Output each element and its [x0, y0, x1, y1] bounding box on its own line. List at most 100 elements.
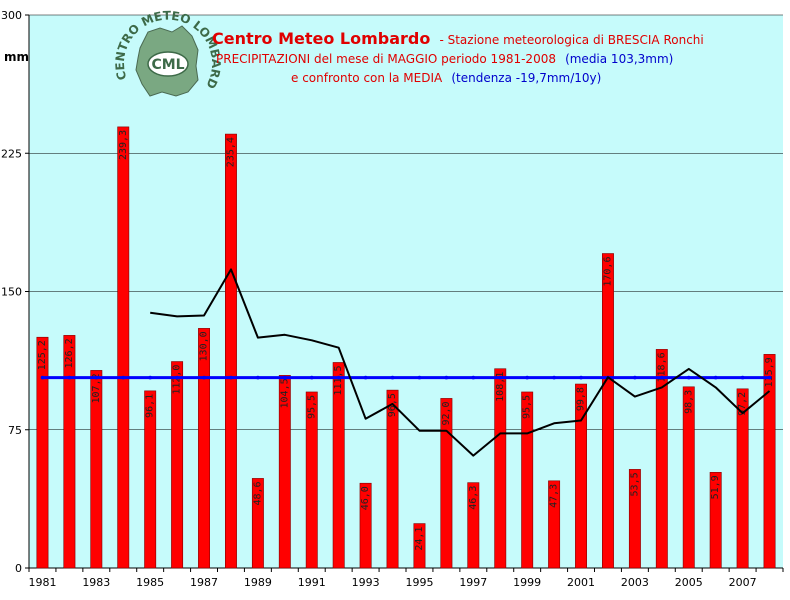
bar-data-label: 24,1 [414, 527, 425, 551]
x-tick-label: 2003 [621, 576, 649, 589]
bar-data-label: 125,2 [37, 340, 48, 370]
bar [575, 383, 587, 569]
mean-line-point [471, 375, 476, 380]
bar-data-label: 97,2 [737, 392, 748, 416]
bar [763, 354, 776, 569]
bar-data-label: 111,5 [333, 365, 344, 395]
bar [709, 472, 722, 569]
y-tick-label: 225 [1, 147, 22, 160]
mean-line-point [67, 375, 72, 380]
mean-line-point [525, 375, 529, 380]
bar [278, 375, 291, 569]
x-tick-label: 1997 [459, 576, 487, 589]
x-axis-tick-labels: 1981 1983 1985 1987 1989 1991 1993 1995 1997 1999… [28, 576, 756, 589]
bar [225, 133, 237, 569]
mean-line-point [633, 375, 637, 380]
x-tick-label: 1995 [405, 576, 433, 589]
chart-title-line2: PRECIPITAZIONI del mese di MAGGIO period… [216, 48, 673, 67]
x-tick-label: 1991 [298, 576, 326, 589]
bar [251, 478, 264, 569]
bar-data-label: 126,2 [64, 338, 75, 368]
x-tick-label: 1999 [513, 576, 541, 589]
bar [90, 370, 103, 569]
bar-data-label: 104,5 [279, 378, 290, 408]
mean-line-point [686, 375, 691, 380]
mean-line-point [498, 375, 503, 380]
mean-line-point [713, 375, 718, 380]
mean-line-point [256, 375, 260, 380]
bar [413, 523, 426, 569]
mean-line-point [552, 375, 556, 380]
y-tick-label: 75 [8, 424, 22, 437]
x-tick-label: 1993 [352, 576, 380, 589]
bar [117, 126, 130, 569]
x-tick-label: 2001 [567, 576, 595, 589]
bar [602, 253, 614, 569]
bar [171, 361, 184, 569]
bar [440, 398, 453, 569]
x-tick-label: 1981 [28, 576, 56, 589]
bar-data-label: 95,5 [306, 395, 317, 419]
y-tick-label: 0 [15, 562, 22, 575]
bar-data-label: 118,6 [656, 352, 667, 382]
y-axis-unit-label: mm [4, 50, 29, 64]
mean-line-point [175, 375, 179, 380]
bar-data-label: 170,6 [602, 257, 613, 287]
x-tick-label: 1985 [136, 576, 164, 589]
mean-line-point [336, 375, 341, 380]
y-tick-label: 150 [1, 286, 22, 299]
bar [332, 362, 345, 569]
bar [655, 349, 668, 569]
bar [521, 391, 534, 569]
bar [36, 336, 49, 569]
bar-data-label: 235,4 [225, 137, 236, 167]
mean-line-point [309, 375, 314, 380]
mean-line-point [94, 375, 99, 380]
x-tick-label: 1987 [190, 576, 218, 589]
bar [305, 391, 318, 569]
y-tick-label: 300 [1, 9, 22, 22]
mean-line-point [579, 375, 583, 380]
mean-line-point [767, 375, 772, 380]
bar-data-label: 46,3 [468, 486, 479, 510]
x-tick-label: 1989 [244, 576, 272, 589]
trend-line [150, 268, 771, 457]
y-axis-tick-labels: 0 75 150 225 300 [1, 9, 22, 575]
mean-line-point [740, 375, 745, 380]
bar-data-label: 53,5 [629, 472, 640, 496]
bar-data-label: 96,1 [145, 394, 156, 418]
chart-title-line3: e confronto con la MEDIA (tendenza -19,7… [291, 67, 601, 86]
bar [736, 388, 749, 569]
bar [628, 469, 641, 569]
mean-line-point [283, 375, 287, 380]
bar-data-labels: 125,2 126,2 107,2 239,3 96,1 112,0 130,0 235,4 4… [37, 130, 775, 551]
bar [359, 482, 372, 569]
bar-data-label: 46,0 [360, 486, 371, 510]
bar-data-label: 47,3 [549, 484, 560, 508]
bar [494, 368, 507, 569]
mean-line-point [390, 375, 395, 380]
chart-title-line1: Centro Meteo Lombardo - Stazione meteoro… [212, 29, 704, 48]
bar-data-label: 239,3 [118, 130, 129, 160]
line-series [40, 268, 772, 457]
bar-data-label: 51,9 [710, 475, 721, 499]
mean-line-point [121, 375, 126, 380]
bar-data-label: 95,5 [522, 395, 533, 419]
bar [682, 386, 695, 569]
x-tick-label: 2005 [675, 576, 703, 589]
bar-data-label: 115,9 [764, 357, 775, 387]
bar-data-label: 112,0 [172, 365, 183, 395]
bar-data-label: 92,0 [441, 401, 452, 425]
mean-line-point [148, 375, 152, 380]
bar-data-label: 108,1 [495, 372, 506, 402]
bar [144, 390, 157, 569]
mean-line-point [40, 375, 45, 380]
bar [198, 328, 210, 569]
bar-series [36, 126, 776, 569]
mean-line-point [202, 375, 206, 380]
bar-data-label: 107,2 [91, 373, 102, 403]
bar [548, 480, 561, 569]
mean-line-point [660, 375, 664, 380]
logo-initials: CML [151, 57, 184, 73]
